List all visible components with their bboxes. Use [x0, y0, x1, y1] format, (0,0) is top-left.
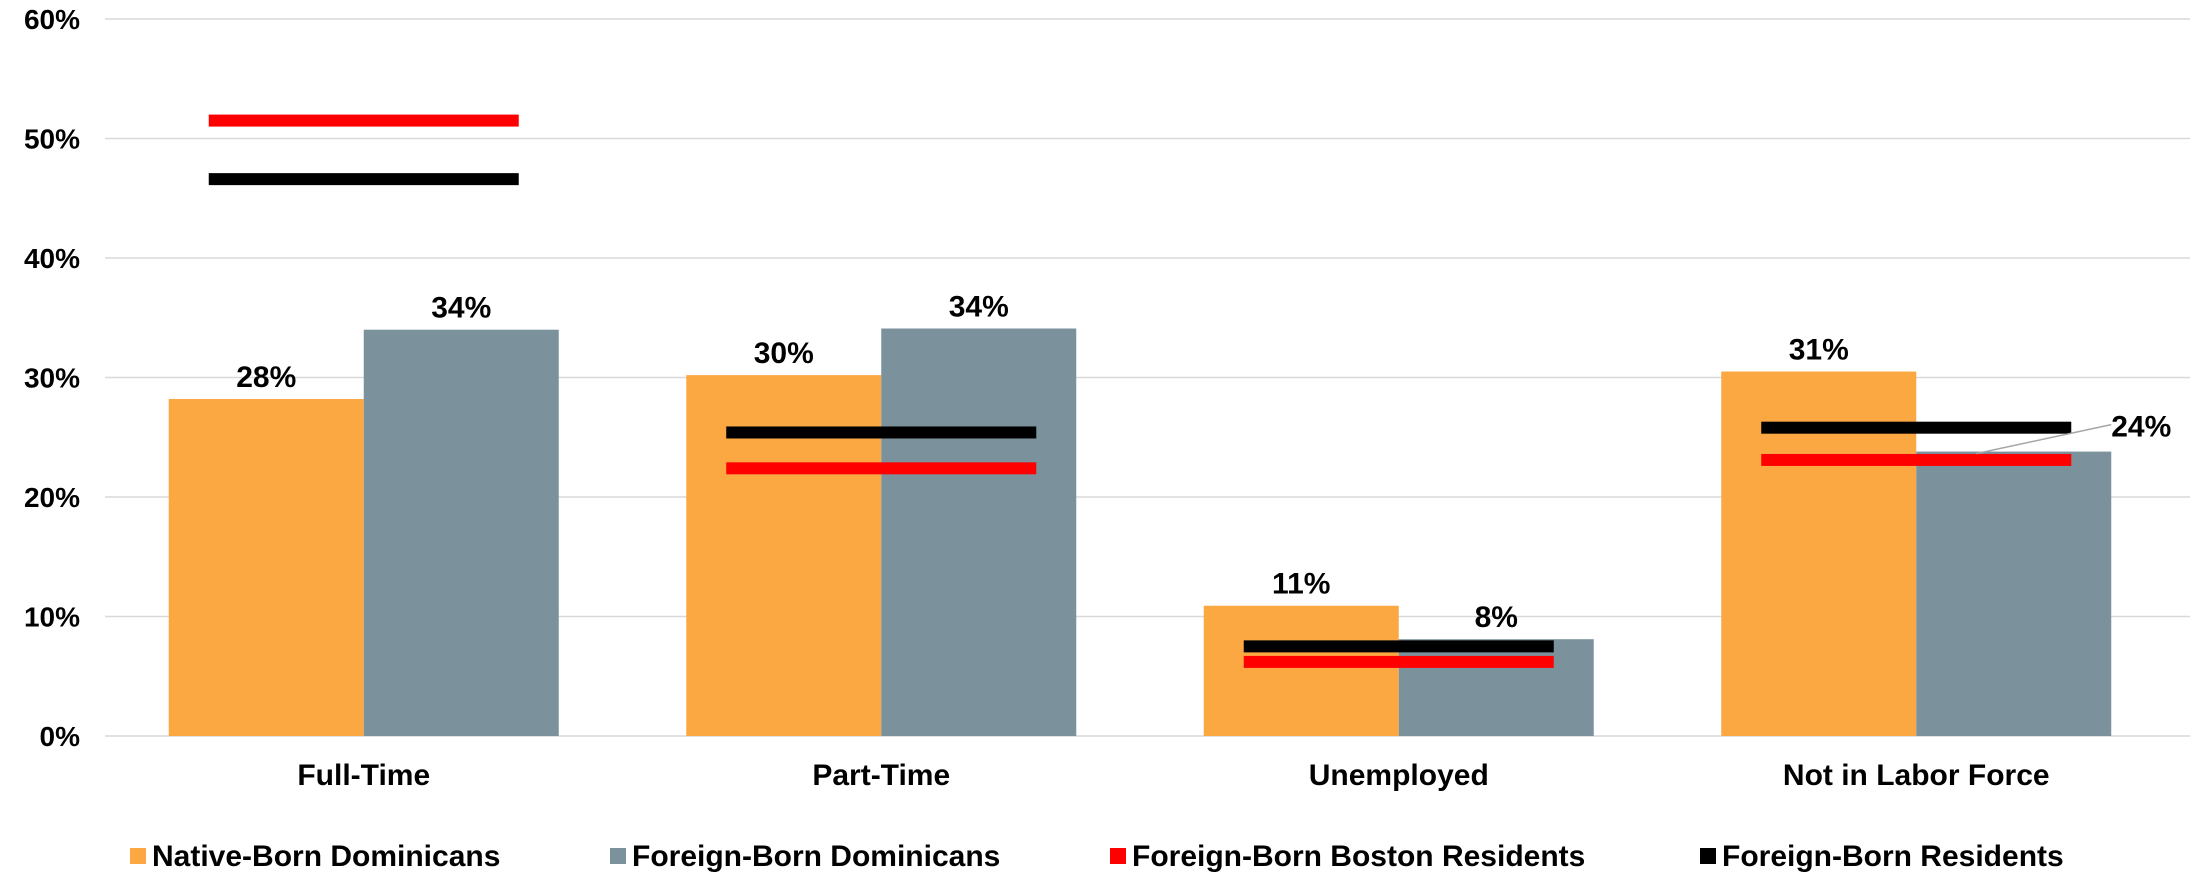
bar — [1398, 639, 1594, 736]
legend-swatch — [130, 848, 146, 864]
bar-layer — [168, 328, 2112, 736]
leader-line — [1976, 423, 2112, 455]
data-label: 8% — [1475, 601, 1518, 634]
marker-line — [726, 426, 1037, 439]
bar — [363, 329, 559, 736]
y-tick-label: 0% — [40, 721, 81, 752]
legend-label: Foreign-Born Boston Residents — [1132, 840, 1585, 873]
marker-line — [208, 173, 519, 186]
y-tick-label: 40% — [24, 243, 80, 274]
legend: Native-Born Dominicans Foreign-Born Domin… — [130, 840, 2064, 873]
category-label: Unemployed — [1309, 759, 1489, 792]
data-label: 34% — [431, 292, 491, 325]
data-label: 24% — [2111, 411, 2171, 444]
legend-label: Foreign-Born Dominicans — [632, 840, 1000, 873]
marker-line — [726, 462, 1037, 475]
legend-label: Foreign-Born Residents — [1722, 840, 2064, 873]
y-tick-label: 60% — [24, 4, 80, 35]
legend-swatch — [1110, 848, 1126, 864]
category-label: Not in Labor Force — [1783, 759, 2050, 792]
data-label: 30% — [754, 337, 814, 370]
legend-label: Native-Born Dominicans — [152, 840, 500, 873]
marker-layer — [208, 114, 2072, 668]
legend-swatch — [610, 848, 626, 864]
y-tick-label: 50% — [24, 124, 80, 155]
bar — [168, 399, 364, 736]
data-label: 34% — [949, 291, 1009, 324]
category-label: Part-Time — [812, 759, 950, 792]
y-tick-label: 20% — [24, 482, 80, 513]
data-label: 31% — [1789, 334, 1849, 367]
label-layer: Full-Time 28% 34% Part-Time 30% 34% Unemployed… — [236, 291, 2171, 792]
data-label: 28% — [236, 361, 296, 394]
bar — [881, 328, 1077, 736]
bar — [1203, 605, 1399, 736]
marker-line — [208, 114, 519, 127]
legend-swatch — [1700, 848, 1716, 864]
marker-line — [1243, 640, 1554, 653]
y-tick-label: 10% — [24, 602, 80, 633]
marker-line — [1761, 453, 2072, 466]
data-label: 11% — [1272, 568, 1330, 601]
bar — [1916, 451, 2112, 736]
category-label: Full-Time — [297, 759, 430, 792]
marker-line — [1761, 421, 2072, 434]
marker-line — [1243, 655, 1554, 668]
y-tick-label: 30% — [24, 363, 80, 394]
